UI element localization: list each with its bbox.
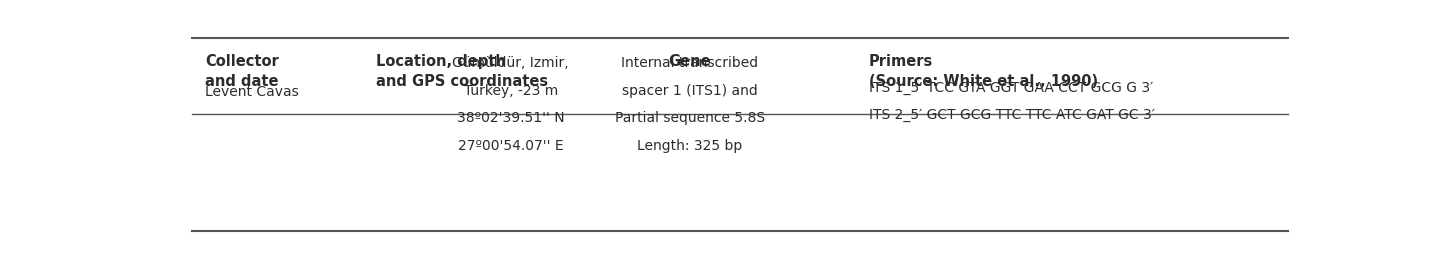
Text: ITS 1_5′ TCC GTA GGT GAA CCT GCG G 3′: ITS 1_5′ TCC GTA GGT GAA CCT GCG G 3′ xyxy=(869,81,1152,95)
Text: spacer 1 (ITS1) and: spacer 1 (ITS1) and xyxy=(622,84,758,98)
Text: Gümüldür, Izmir,: Gümüldür, Izmir, xyxy=(452,56,569,70)
Text: 38º02'39.51'' N: 38º02'39.51'' N xyxy=(456,111,565,125)
Text: Collector
and date: Collector and date xyxy=(205,55,279,89)
Text: Partial sequence 5.8S: Partial sequence 5.8S xyxy=(615,111,765,125)
Text: Length: 325 bp: Length: 325 bp xyxy=(637,139,742,153)
Text: Internal transcribed: Internal transcribed xyxy=(621,56,758,70)
Text: Primers
(Source: White et al., 1990): Primers (Source: White et al., 1990) xyxy=(869,55,1097,89)
Text: Turkey, -23 m: Turkey, -23 m xyxy=(464,84,557,98)
Text: Gene: Gene xyxy=(669,55,710,69)
Text: 27º00'54.07'' E: 27º00'54.07'' E xyxy=(458,139,563,153)
Text: ITS 2_5′ GCT GCG TTC TTC ATC GAT GC 3′: ITS 2_5′ GCT GCG TTC TTC ATC GAT GC 3′ xyxy=(869,109,1155,122)
Text: Location, depth
and GPS coordinates: Location, depth and GPS coordinates xyxy=(377,55,549,89)
Text: Levent Cavas: Levent Cavas xyxy=(205,85,299,99)
